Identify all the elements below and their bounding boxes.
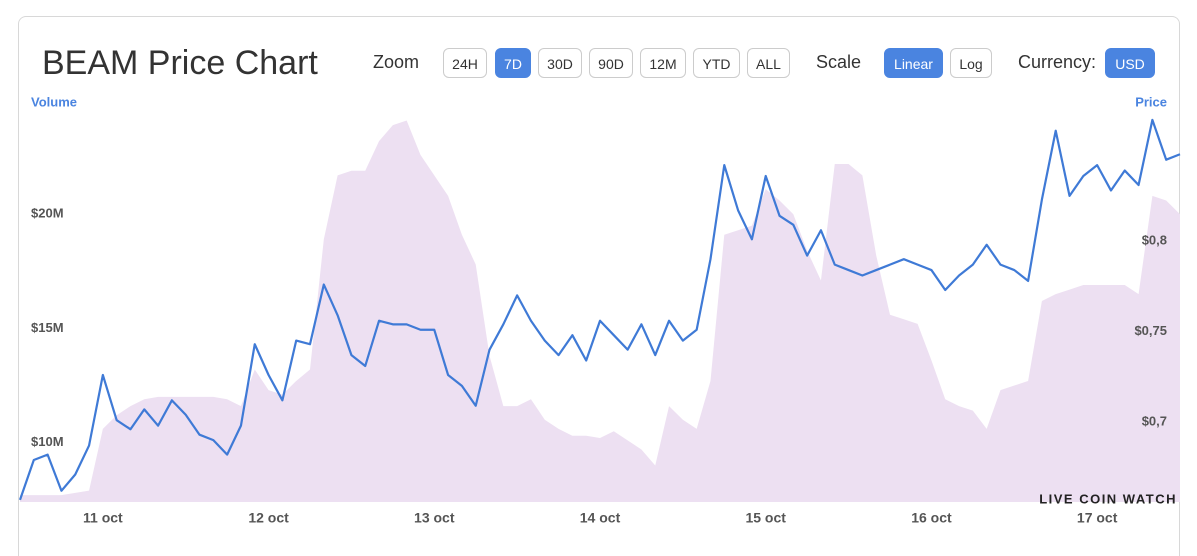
zoom-button[interactable]: 90D: [589, 48, 633, 78]
zoom-button[interactable]: YTD: [693, 48, 740, 78]
y2-tick-label: $0,75: [1134, 323, 1167, 338]
x-tick-label: 11 oct: [83, 510, 123, 526]
y2-tick-label: $0,7: [1142, 413, 1167, 428]
scale-button[interactable]: Log: [950, 48, 992, 78]
price-line: [18, 118, 1181, 501]
currency-button[interactable]: USD: [1105, 48, 1155, 78]
zoom-label: Zoom: [373, 52, 420, 72]
y-tick-label: $20M: [31, 206, 64, 221]
scale-label: Scale: [816, 52, 862, 72]
axis-title: Volume: [31, 94, 77, 109]
zoom-button[interactable]: 12M: [640, 48, 686, 78]
y2-tick-label: $0,8: [1142, 233, 1167, 248]
x-tick-label: 17 oct: [1077, 510, 1118, 526]
zoom-button[interactable]: ALL: [747, 48, 790, 78]
x-tick-label: 16 oct: [911, 510, 952, 526]
watermark: LIVE COIN WATCH: [1039, 491, 1177, 506]
x-tick-label: 14 oct: [580, 510, 621, 526]
currency-label: Currency:: [1018, 52, 1097, 72]
y-tick-label: $15M: [31, 320, 64, 335]
y-tick-label: $10M: [31, 434, 64, 449]
volume-area: [20, 120, 1180, 502]
scale-button[interactable]: Linear: [884, 48, 943, 78]
x-tick-label: 12 oct: [248, 510, 289, 526]
zoom-button[interactable]: 30D: [538, 48, 582, 78]
axis-title: Price: [1135, 94, 1167, 109]
x-tick-label: 13 oct: [414, 510, 455, 526]
x-tick-label: 15 oct: [745, 510, 786, 526]
chart-title: BEAM Price Chart: [42, 44, 318, 82]
zoom-button[interactable]: 7D: [495, 48, 531, 78]
zoom-button[interactable]: 24H: [443, 48, 487, 78]
